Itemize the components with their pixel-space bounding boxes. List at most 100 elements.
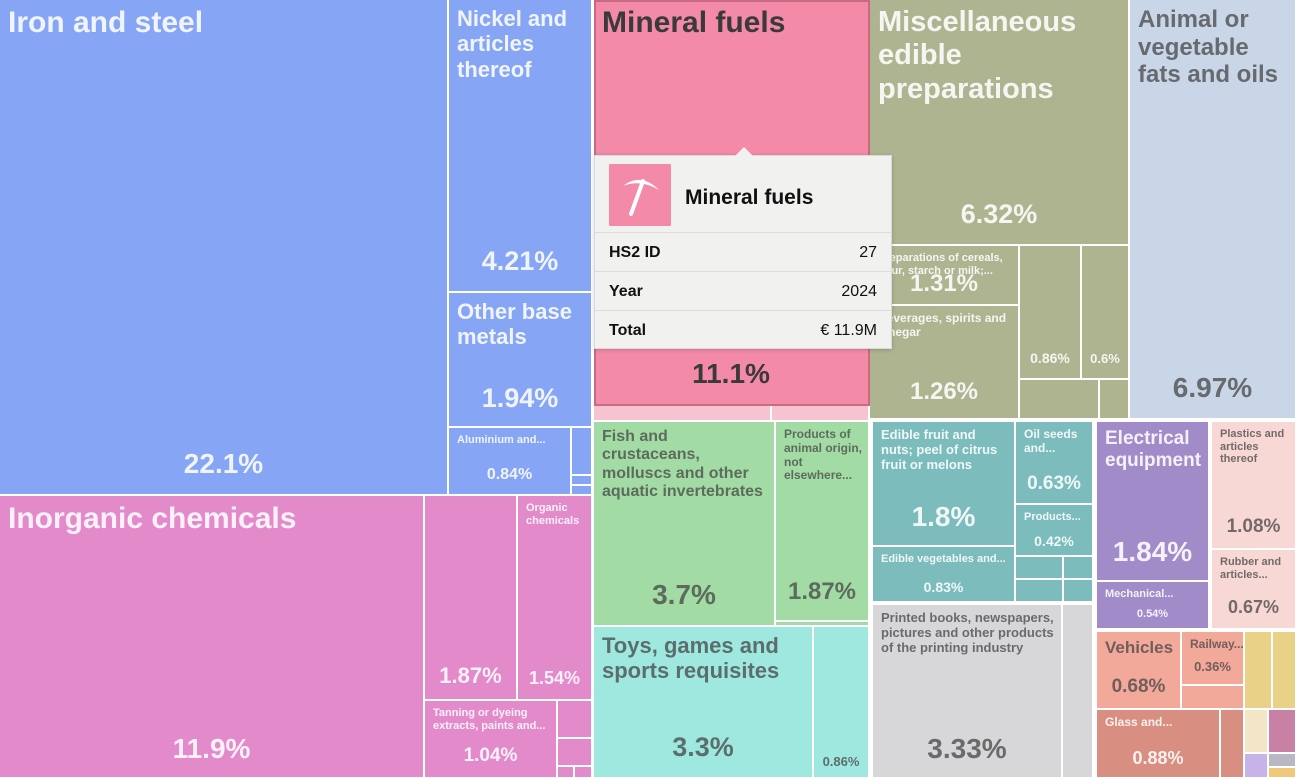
treemap-tile-small-21[interactable] (1245, 710, 1269, 754)
treemap-tile-toys[interactable]: Toys, games and sports requisites 3.3% (594, 627, 814, 779)
tile-label: Vehicles (1105, 638, 1174, 658)
treemap-tile-otherbase[interactable]: Other base metals 1.94% (449, 293, 593, 428)
treemap-tile-small-5[interactable] (558, 767, 575, 779)
treemap-tile-elec[interactable]: Electrical equipment 1.84% (1097, 422, 1210, 582)
treemap-tile-fish[interactable]: Fish and crustaceans, molluscs and other… (594, 422, 776, 627)
treemap-tile-small-25[interactable] (1269, 768, 1297, 779)
tile-label: Toys, games and sports requisites (602, 633, 806, 684)
tooltip: Mineral fuels HS2 ID 27 Year 2024 Total … (594, 155, 892, 349)
treemap-tile-animal[interactable]: Animal or vegetable fats and oils 6.97% (1130, 0, 1297, 420)
treemap-tile-small-13[interactable] (1064, 557, 1094, 580)
tooltip-value: 27 (859, 244, 877, 262)
tooltip-value: 2024 (841, 283, 877, 301)
tile-value: 0.67% (1212, 597, 1295, 618)
tile-value: 0.84% (449, 466, 570, 484)
tooltip-title: Mineral fuels (685, 186, 813, 210)
tile-value: 0.42% (1016, 533, 1092, 549)
tile-label: Rubber and articles... (1220, 556, 1289, 581)
treemap-tile-mech[interactable]: Mechanical... 0.54% (1097, 582, 1210, 630)
tile-value: 1.31% (870, 270, 1018, 298)
treemap-tile-glass[interactable]: Glass and... 0.88% (1097, 710, 1221, 779)
tile-label: Mineral fuels (602, 6, 862, 41)
treemap-tile-small-15[interactable] (1064, 580, 1094, 603)
tile-label: Inorganic chemicals (8, 502, 417, 537)
tile-label: Mechanical... (1105, 588, 1202, 601)
treemap-tile-small-24[interactable] (1269, 754, 1297, 768)
tile-label: Fish and crustaceans, molluscs and other… (602, 428, 768, 502)
tile-value: 0.83% (873, 579, 1014, 595)
treemap-tile-nickel[interactable]: Nickel and articles thereof 4.21% (449, 0, 593, 293)
treemap-tile-small-11[interactable] (776, 622, 870, 627)
treemap-tile-books[interactable]: Printed books, newspapers, pictures and … (873, 605, 1063, 779)
pickaxe-icon (609, 164, 671, 226)
tile-label: Organic chemicals (526, 502, 585, 527)
treemap-tile-oilseeds[interactable]: Oil seeds and... 0.63% (1016, 422, 1094, 505)
tile-label: Iron and steel (8, 6, 441, 41)
treemap-tile-veg[interactable]: Edible vegetables and... 0.83% (873, 547, 1016, 603)
tile-label: Tanning or dyeing extracts, paints and..… (433, 707, 550, 732)
treemap-tile-railway[interactable]: Railway... 0.36% (1182, 632, 1245, 686)
treemap-tile-food4[interactable]: 0.6% (1082, 246, 1130, 380)
treemap-tile-small-6[interactable] (575, 767, 593, 779)
treemap-tile-small-23[interactable] (1245, 754, 1269, 779)
tooltip-row-hs2: HS2 ID 27 (595, 232, 891, 271)
tile-label: Products... (1024, 511, 1086, 524)
treemap-tile-small-2[interactable] (572, 486, 593, 496)
treemap-tile-small-22[interactable] (1269, 710, 1297, 754)
treemap-tile-small-7[interactable] (594, 406, 772, 422)
tile-label: Edible fruit and nuts; peel of citrus fr… (881, 428, 1008, 473)
treemap-tile-inorg[interactable]: Inorganic chemicals 11.9% (0, 496, 425, 779)
treemap-tile-small-4[interactable] (558, 739, 593, 767)
tile-label: Nickel and articles thereof (457, 6, 585, 82)
tile-label: Printed books, newspapers, pictures and … (881, 611, 1055, 656)
treemap-tile-small-17[interactable] (1182, 686, 1245, 710)
tooltip-key: HS2 ID (609, 244, 661, 262)
treemap-tile-chem2[interactable]: 1.87% (425, 496, 518, 701)
tile-value: 3.3% (594, 732, 812, 763)
tile-value: 1.87% (776, 578, 868, 606)
treemap-tile-rubber[interactable]: Rubber and articles... 0.67% (1212, 550, 1297, 630)
treemap-tile-cereal[interactable]: Preparations of cereals, flour, starch o… (870, 246, 1020, 306)
tile-label: Animal or vegetable fats and oils (1138, 6, 1289, 89)
treemap-tile-vehicles[interactable]: Vehicles 0.68% (1097, 632, 1182, 710)
treemap-tile-alum[interactable]: Aluminium and... 0.84% (449, 428, 572, 496)
treemap-tile-tanning[interactable]: Tanning or dyeing extracts, paints and..… (425, 701, 558, 779)
tile-value: 1.87% (425, 663, 516, 689)
treemap-tile-small-20[interactable] (1273, 632, 1297, 710)
tile-value: 0.68% (1097, 676, 1180, 698)
tile-value: 3.7% (594, 579, 774, 611)
treemap-tile-products[interactable]: Products... 0.42% (1016, 505, 1094, 557)
tile-label: Miscellaneous edible preparations (878, 6, 1122, 106)
tooltip-arrow (735, 147, 753, 156)
tile-value: 0.63% (1016, 473, 1092, 495)
treemap-tile-small-9[interactable] (1020, 380, 1100, 420)
treemap-tile-small-12[interactable] (1016, 557, 1064, 580)
treemap-tile-small-10[interactable] (1100, 380, 1130, 420)
treemap-tile-small-8[interactable] (772, 406, 870, 422)
tile-label: Oil seeds and... (1024, 428, 1086, 456)
tile-label: Electrical equipment (1105, 428, 1202, 472)
tile-value: 1.84% (1097, 536, 1208, 568)
tile-value: 0.86% (1020, 350, 1080, 366)
treemap-tile-small-16[interactable] (1063, 605, 1094, 779)
treemap-tile-small-19[interactable] (1245, 632, 1273, 710)
treemap-tile-small-3[interactable] (558, 701, 593, 739)
treemap-tile-toys2[interactable]: 0.86% (814, 627, 870, 779)
tile-label: Aluminium and... (457, 434, 564, 447)
treemap-tile-food3[interactable]: 0.86% (1020, 246, 1082, 380)
treemap-tile-misc[interactable]: Miscellaneous edible preparations 6.32% (870, 0, 1130, 246)
treemap-tile-small-1[interactable] (572, 476, 593, 486)
treemap-tile-fruit[interactable]: Edible fruit and nuts; peel of citrus fr… (873, 422, 1016, 547)
tile-label: Other base metals (457, 299, 585, 350)
treemap-tile-iron[interactable]: Iron and steel 22.1% (0, 0, 449, 496)
treemap-tile-plastics[interactable]: Plastics and articles thereof 1.08% (1212, 422, 1297, 550)
treemap-tile-organic[interactable]: Organic chemicals 1.54% (518, 496, 593, 701)
tile-label: Glass and... (1105, 716, 1213, 730)
treemap-tile-bev[interactable]: Beverages, spirits and vinegar 1.26% (870, 306, 1020, 420)
treemap-tile-small-14[interactable] (1016, 580, 1064, 603)
tile-value: 3.33% (873, 733, 1061, 765)
treemap-tile-small-18[interactable] (1221, 710, 1245, 779)
treemap-tile-prodanimal[interactable]: Products of animal origin, not elsewhere… (776, 422, 870, 622)
tile-label: Edible vegetables and... (881, 553, 1008, 566)
treemap-tile-small-0[interactable] (572, 428, 593, 476)
